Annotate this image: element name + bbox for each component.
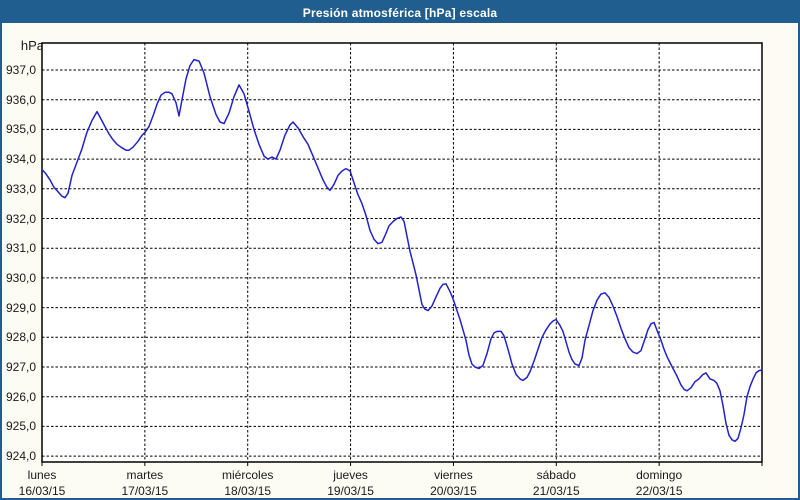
window-title: Presión atmosférica [hPa] escala xyxy=(302,5,498,20)
x-date-label: 20/03/15 xyxy=(430,484,477,498)
y-tick-label: 937,0 xyxy=(5,63,36,77)
x-day-label: domingo xyxy=(636,468,683,482)
y-tick-label: 933,0 xyxy=(5,181,36,196)
chart-area: hPa 937,0 936,0 935,0 934,0 933,0 932,0 931,0 9… xyxy=(2,23,798,498)
x-date-label: 18/03/15 xyxy=(224,484,272,498)
y-tick-label: 928,0 xyxy=(5,330,36,345)
x-date-label: 19/03/15 xyxy=(327,484,374,498)
x-day-label: jueves xyxy=(333,468,368,482)
pressure-series-line xyxy=(41,58,763,443)
y-tick-label: 932,0 xyxy=(5,211,36,226)
x-date-label: 21/03/15 xyxy=(532,484,580,498)
y-tick-label: 924,0 xyxy=(5,449,36,464)
x-day-label: sábado xyxy=(536,468,576,482)
x-date-label: 17/03/15 xyxy=(121,484,169,498)
x-day-label: martes xyxy=(126,468,164,482)
x-day-label: viernes xyxy=(434,468,473,482)
plot-background xyxy=(41,42,763,463)
y-tick-label: 926,0 xyxy=(5,389,36,404)
y-tick-label: 931,0 xyxy=(5,241,36,256)
y-tick-label: 934,0 xyxy=(5,152,36,167)
title-bar: Presión atmosférica [hPa] escala xyxy=(2,2,798,23)
y-tick-label: 936,0 xyxy=(5,92,36,107)
x-date-label: 16/03/15 xyxy=(18,484,66,498)
y-tick-label: 925,0 xyxy=(5,419,36,434)
y-tick-label: 935,0 xyxy=(5,122,36,137)
x-day-label: lunes xyxy=(27,468,57,482)
y-tick-label: 929,0 xyxy=(5,300,36,315)
pressure-line-chart xyxy=(41,42,763,466)
x-day-label: miércoles xyxy=(222,468,274,482)
y-tick-label: 927,0 xyxy=(5,360,36,374)
x-date-label: 22/03/15 xyxy=(635,484,683,498)
y-axis-unit-label: hPa xyxy=(20,38,44,53)
y-tick-label: 930,0 xyxy=(5,270,36,285)
